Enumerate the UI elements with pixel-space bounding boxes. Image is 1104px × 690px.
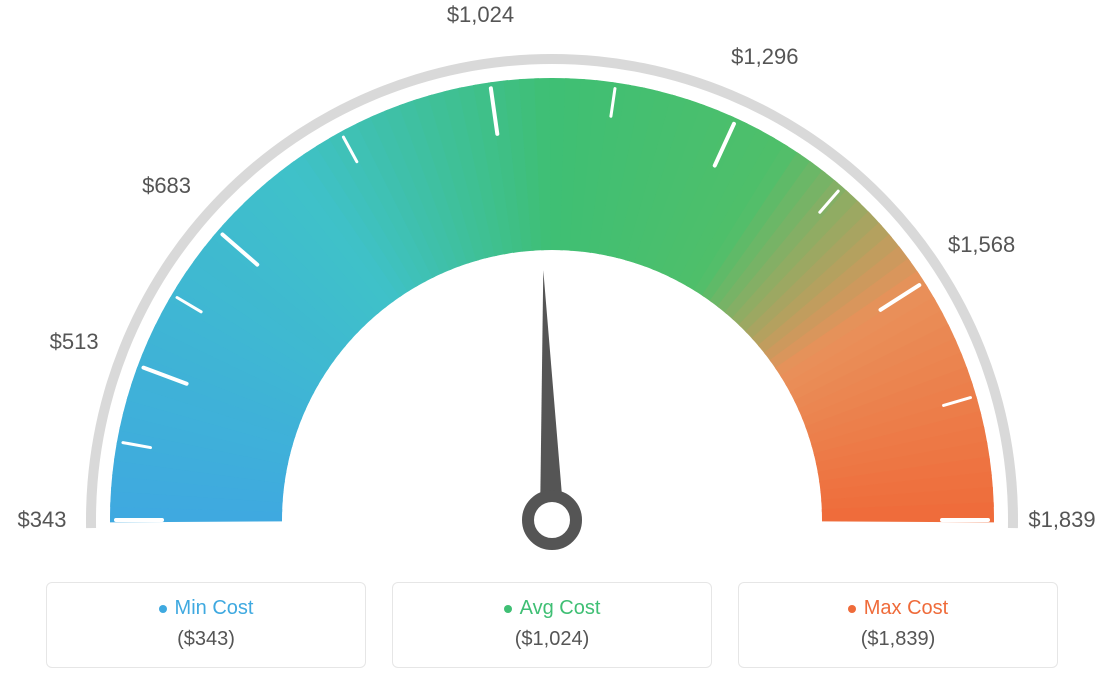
- gauge-tick-label: $343: [18, 507, 67, 533]
- gauge-tick-label: $513: [50, 329, 99, 355]
- legend-row: Min Cost ($343) Avg Cost ($1,024) Max Co…: [0, 582, 1104, 668]
- gauge-tick-label: $683: [142, 173, 191, 199]
- legend-value-min: ($343): [47, 628, 365, 651]
- legend-title-min: Min Cost: [159, 597, 254, 620]
- legend-dot-min: [159, 605, 167, 613]
- legend-title-avg-text: Avg Cost: [520, 597, 601, 620]
- legend-value-avg: ($1,024): [393, 628, 711, 651]
- legend-card-min: Min Cost ($343): [46, 582, 366, 668]
- gauge-chart: $343 $513 $683 $1,024 $1,296 $1,568 $1,839: [0, 0, 1104, 560]
- gauge-tick-label: $1,568: [948, 232, 1015, 258]
- gauge-tick-label: $1,296: [731, 44, 798, 70]
- gauge-svg: [0, 0, 1104, 560]
- legend-value-max: ($1,839): [739, 628, 1057, 651]
- legend-dot-max: [848, 605, 856, 613]
- legend-title-max: Max Cost: [848, 597, 948, 620]
- legend-card-max: Max Cost ($1,839): [738, 582, 1058, 668]
- legend-dot-avg: [504, 605, 512, 613]
- legend-title-min-text: Min Cost: [175, 597, 254, 620]
- legend-title-max-text: Max Cost: [864, 597, 948, 620]
- legend-title-avg: Avg Cost: [504, 597, 601, 620]
- gauge-tick-label: $1,839: [1028, 507, 1095, 533]
- legend-card-avg: Avg Cost ($1,024): [392, 582, 712, 668]
- gauge-tick-label: $1,024: [447, 2, 514, 28]
